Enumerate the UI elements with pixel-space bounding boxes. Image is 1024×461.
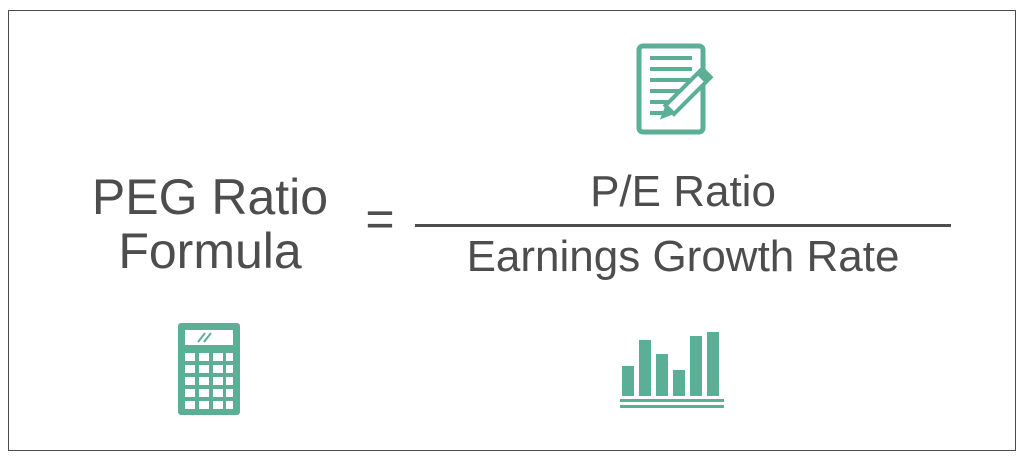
fraction-bar bbox=[415, 224, 951, 227]
bar-chart-icon bbox=[620, 332, 724, 408]
outer-frame bbox=[8, 10, 1016, 451]
fraction-denominator: Earnings Growth Rate bbox=[466, 232, 900, 281]
equals-sign: = bbox=[365, 191, 395, 247]
calculator-icon bbox=[178, 323, 240, 415]
fraction-numerator: P/E Ratio bbox=[590, 167, 776, 216]
formula-title-line1: PEG Ratio bbox=[91, 169, 329, 225]
formula-title-line2: Formula bbox=[118, 223, 302, 279]
document-edit-icon bbox=[636, 43, 714, 135]
formula-left-side: PEG Ratio Formula bbox=[60, 170, 360, 278]
